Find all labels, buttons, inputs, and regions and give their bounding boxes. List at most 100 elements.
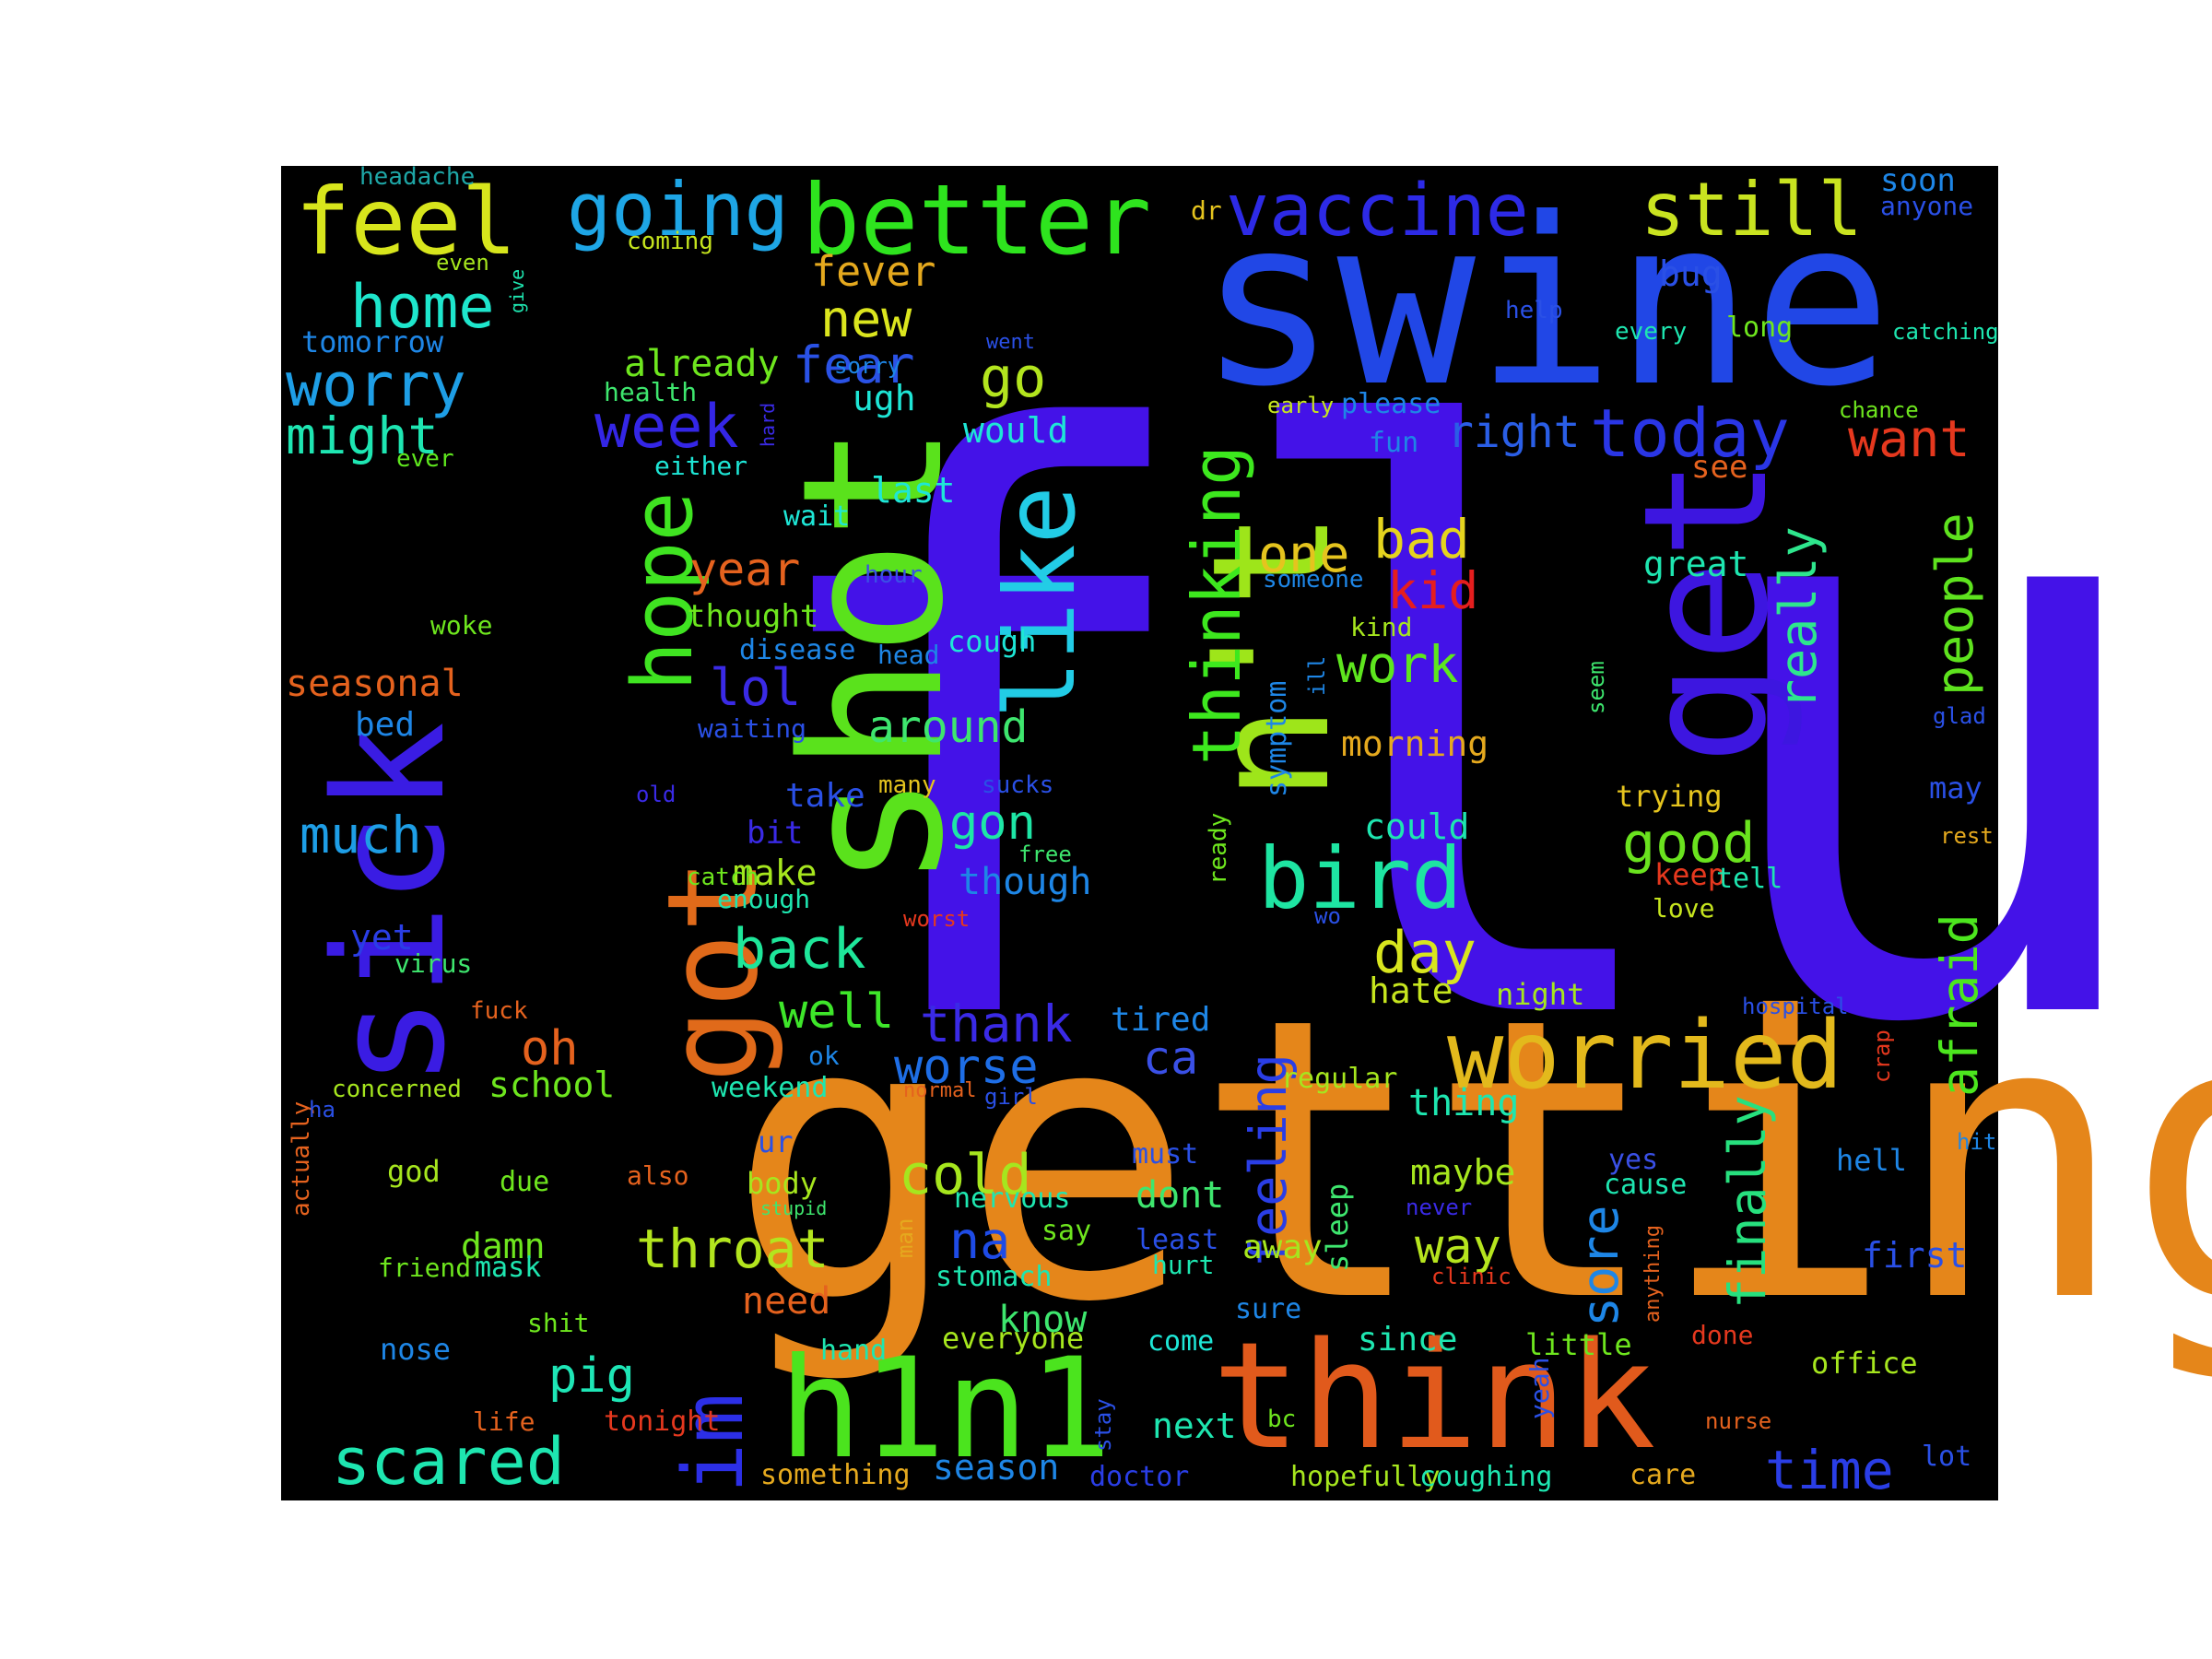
word-fear: fear	[793, 335, 914, 394]
word-hour: hour	[865, 561, 923, 589]
word-hell: hell	[1836, 1143, 1907, 1178]
word-work: work	[1336, 635, 1458, 694]
word-thinking: thinking	[1178, 445, 1255, 765]
word-sucks: sucks	[982, 771, 1053, 799]
word-soon: soon	[1880, 162, 1956, 199]
word-worried: worried	[1447, 1001, 1843, 1111]
word-sure: sure	[1235, 1293, 1301, 1325]
word-ever: ever	[396, 445, 454, 473]
word-finally: finally	[1718, 1095, 1777, 1309]
word-anyone: anyone	[1880, 191, 1973, 221]
word-went: went	[986, 331, 1035, 354]
word-symptom: symptom	[1261, 681, 1293, 797]
word-catching: catching	[1892, 319, 1999, 345]
word-least: least	[1135, 1224, 1218, 1256]
word-many: many	[878, 771, 936, 799]
word-people: people	[1925, 512, 1984, 696]
word-worse: worse	[894, 1040, 1039, 1095]
word-ha: ha	[309, 1097, 335, 1123]
word-got: got	[641, 858, 785, 1083]
word-actually: actually	[288, 1101, 315, 1217]
word-crap: crap	[1869, 1030, 1895, 1083]
word-feeling: feeling	[1239, 1053, 1298, 1267]
word-see: see	[1691, 449, 1747, 486]
word-little: little	[1525, 1327, 1632, 1362]
word-stay: stay	[1090, 1398, 1116, 1452]
word-better: better	[802, 164, 1151, 276]
word-every: every	[1615, 318, 1687, 346]
word-tired: tired	[1111, 1001, 1210, 1039]
word-shit: shit	[527, 1308, 589, 1338]
word-cold: cold	[899, 1143, 1032, 1207]
word-time: time	[1765, 1439, 1894, 1501]
word-something: something	[760, 1459, 911, 1491]
word-already: already	[624, 343, 780, 385]
word-nervous: nervous	[954, 1182, 1070, 1215]
word-sore: sore	[1571, 1206, 1630, 1327]
word-someone: someone	[1263, 566, 1364, 594]
word-hospital: hospital	[1742, 994, 1849, 1019]
word-fuck: fuck	[470, 997, 528, 1025]
word-stupid: stupid	[760, 1197, 827, 1219]
word-coming: coming	[627, 228, 713, 255]
word-one: one	[1258, 524, 1349, 583]
word-gon: gon	[949, 795, 1036, 851]
word-catch: catch	[687, 864, 759, 891]
word-tell: tell	[1716, 863, 1783, 895]
word-damn: damn	[461, 1226, 546, 1266]
word-get: get	[1606, 457, 1806, 765]
word-new: new	[820, 289, 912, 348]
word-im: im	[665, 1394, 762, 1493]
word-worry: worry	[286, 351, 466, 420]
word-man: man	[892, 1218, 918, 1258]
word-since: since	[1358, 1321, 1457, 1359]
word-fun: fun	[1369, 427, 1418, 459]
word-thank: thank	[920, 994, 1073, 1053]
word-na: na	[949, 1211, 1010, 1270]
word-lot: lot	[1922, 1441, 1971, 1473]
word-swine: swine	[1198, 169, 1892, 437]
word-bit: bit	[747, 815, 803, 852]
word-could: could	[1364, 806, 1469, 847]
word-well: well	[779, 984, 894, 1040]
word-woke: woke	[430, 610, 492, 641]
word-doctor: doctor	[1089, 1461, 1189, 1493]
word-stomach: stomach	[935, 1261, 1052, 1293]
word-say: say	[1041, 1215, 1091, 1247]
word-hate: hate	[1369, 971, 1453, 1011]
word-bad: bad	[1373, 508, 1470, 571]
word-throat: throat	[636, 1218, 830, 1280]
word-seasonal: seasonal	[286, 663, 464, 705]
word-love: love	[1653, 893, 1714, 924]
word-done: done	[1691, 1320, 1753, 1350]
word-around: around	[868, 701, 1028, 753]
word-away: away	[1242, 1229, 1323, 1266]
word-yeah: yeah	[1524, 1358, 1555, 1419]
word-think: think	[1212, 1310, 1656, 1482]
word-must: must	[1132, 1138, 1198, 1171]
word-go: go	[980, 346, 1046, 410]
word-seem: seem	[1583, 661, 1609, 714]
word-much: much	[300, 806, 421, 865]
word-good: good	[1622, 811, 1756, 876]
word-hard: hard	[757, 403, 779, 447]
word-hope: hope	[615, 491, 712, 691]
word-oh: oh	[521, 1021, 579, 1077]
word-due: due	[500, 1166, 549, 1198]
word-need: need	[742, 1280, 830, 1323]
word-sick: sick	[301, 722, 478, 1088]
word-want: want	[1848, 409, 1970, 468]
word-hopefully: hopefully	[1290, 1461, 1441, 1493]
word-night: night	[1496, 977, 1584, 1012]
word-flu: flu	[737, 274, 2169, 1196]
word-season: season	[933, 1447, 1059, 1488]
word-sorry: sorry	[834, 353, 900, 379]
word-office: office	[1811, 1346, 1918, 1381]
word-even: even	[436, 250, 489, 276]
word-afraid: afraid	[1930, 913, 1989, 1097]
word-head: head	[877, 640, 939, 670]
word-maybe: maybe	[1410, 1152, 1515, 1193]
word-bed: bed	[355, 706, 415, 744]
word-enough: enough	[717, 884, 810, 914]
